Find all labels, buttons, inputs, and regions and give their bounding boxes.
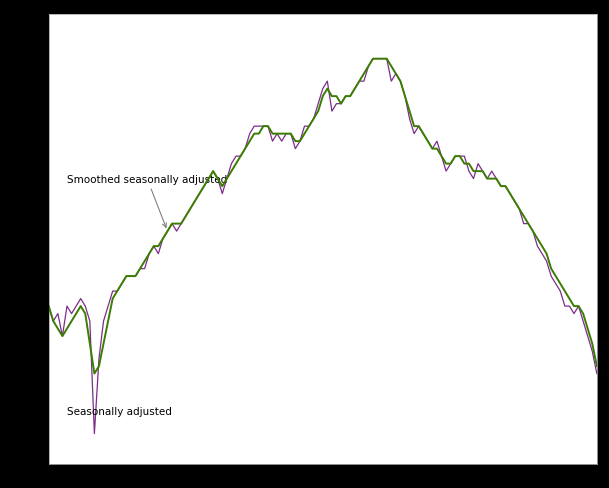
Text: Smoothed seasonally adjusted: Smoothed seasonally adjusted (67, 174, 227, 228)
Text: Seasonally adjusted: Seasonally adjusted (67, 406, 172, 416)
